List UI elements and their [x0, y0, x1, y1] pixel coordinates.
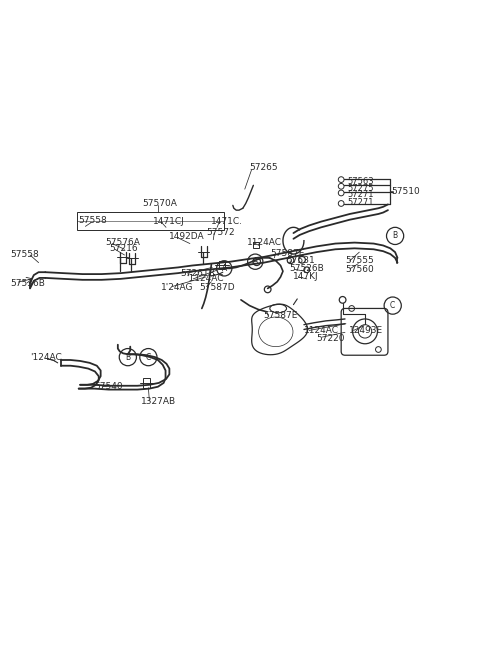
- Text: 57265: 57265: [250, 163, 278, 171]
- Text: 147KJ: 147KJ: [292, 271, 318, 281]
- Text: 1124AC: 1124AC: [247, 238, 282, 247]
- Text: 57587E: 57587E: [263, 311, 297, 320]
- Text: 57555: 57555: [345, 256, 374, 265]
- Text: C: C: [390, 301, 396, 310]
- Text: 57558: 57558: [10, 250, 39, 259]
- Text: 57540: 57540: [95, 382, 123, 391]
- Text: 1'24AG: 1'24AG: [161, 283, 193, 292]
- Text: 1124AC: 1124AC: [303, 326, 338, 335]
- Text: 57510: 57510: [392, 187, 420, 196]
- Text: 57216: 57216: [109, 244, 138, 253]
- Text: 57531: 57531: [286, 256, 314, 265]
- Text: 57563: 57563: [347, 177, 373, 186]
- Text: 57220: 57220: [316, 334, 345, 342]
- Text: 1327AB: 1327AB: [141, 397, 176, 405]
- Text: '124AC: '124AC: [30, 353, 62, 361]
- Text: 57558: 57558: [79, 216, 108, 225]
- Text: A: A: [222, 264, 227, 273]
- Text: A: A: [252, 257, 258, 266]
- Text: 57271: 57271: [347, 191, 373, 199]
- Text: B: B: [125, 353, 131, 361]
- FancyBboxPatch shape: [143, 378, 150, 388]
- Text: 57271: 57271: [347, 198, 373, 207]
- FancyBboxPatch shape: [218, 261, 225, 269]
- Text: 57536B: 57536B: [10, 279, 45, 288]
- Text: C: C: [146, 353, 151, 361]
- Text: 57576A: 57576A: [106, 238, 140, 247]
- Text: 57572: 57572: [206, 227, 235, 237]
- Text: 1492DA: 1492DA: [169, 232, 205, 241]
- Text: '1124AC: '1124AC: [187, 275, 224, 283]
- Text: 57587D: 57587D: [199, 283, 235, 292]
- Text: 12493E: 12493E: [349, 326, 383, 335]
- Text: 57570A: 57570A: [142, 199, 177, 208]
- Text: 57526B: 57526B: [289, 264, 324, 273]
- Text: 57587E: 57587E: [271, 249, 305, 258]
- Text: 57275: 57275: [347, 184, 373, 193]
- Text: B: B: [393, 231, 397, 240]
- Text: 57261B: 57261B: [180, 269, 215, 278]
- Text: 1471CJ: 1471CJ: [153, 217, 185, 226]
- Text: 1471C.: 1471C.: [211, 217, 243, 226]
- FancyBboxPatch shape: [253, 242, 259, 248]
- Text: 57560: 57560: [345, 265, 374, 274]
